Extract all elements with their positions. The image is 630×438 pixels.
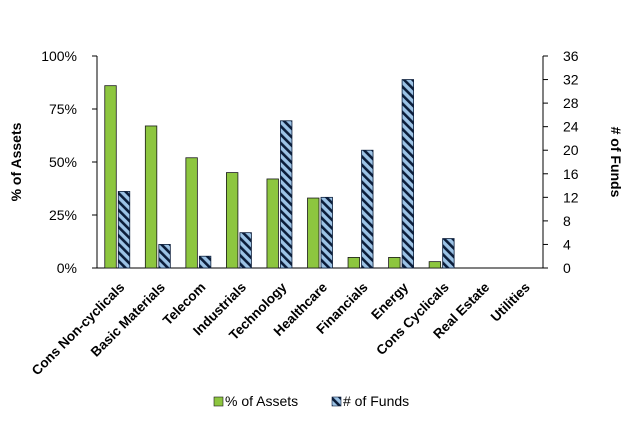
right-tick-label: 12 xyxy=(563,189,579,205)
right-tick-label: 24 xyxy=(563,119,579,135)
bar-assets xyxy=(266,178,279,269)
right-tick-label: 0 xyxy=(563,260,571,276)
right-tick-label: 28 xyxy=(563,95,579,111)
category-label: Cons Cyclicals xyxy=(373,280,452,359)
bar-assets xyxy=(144,125,158,269)
bar-funds xyxy=(117,191,131,269)
bar-assets xyxy=(347,256,360,269)
bar-funds xyxy=(320,196,333,269)
legend: % of Assets # of Funds xyxy=(213,393,409,409)
right-tick-label: 16 xyxy=(563,166,579,182)
bar-funds xyxy=(198,255,212,269)
bar-assets xyxy=(428,261,442,269)
bar-funds xyxy=(442,238,455,269)
bar-assets xyxy=(104,85,117,269)
bar-assets xyxy=(185,157,198,269)
bar-assets xyxy=(226,172,239,269)
left-tick-label: 75% xyxy=(49,101,77,117)
left-tick-label: 50% xyxy=(49,154,77,170)
right-tick-label: 36 xyxy=(563,48,579,64)
bar-assets xyxy=(307,197,320,269)
category-label: Utilities xyxy=(488,280,533,325)
left-tick-label: 0% xyxy=(57,260,77,276)
left-tick-label: 25% xyxy=(49,207,77,223)
left-axis-title: % of Assets xyxy=(8,122,24,201)
bar-funds xyxy=(239,232,252,269)
bar-funds xyxy=(401,79,414,269)
bar-funds xyxy=(280,120,293,269)
axes: 0% 25% 50% 75% 100% 0 4 8 12 16 20 24 28 32 36 % of Ass… xyxy=(8,48,624,276)
left-tick-label: 100% xyxy=(41,48,77,64)
legend-swatch-assets xyxy=(213,396,224,407)
right-tick-label: 4 xyxy=(563,236,571,252)
right-tick-label: 32 xyxy=(563,72,579,88)
right-tick-label: 8 xyxy=(563,213,571,229)
right-tick-label: 20 xyxy=(563,142,579,158)
bars xyxy=(104,79,455,269)
bar-assets xyxy=(388,256,401,269)
category-label: Basic Materials xyxy=(88,280,168,360)
legend-swatch-funds xyxy=(331,396,342,407)
legend-label-assets: % of Assets xyxy=(225,393,298,409)
bar-funds xyxy=(361,149,374,269)
legend-label-funds: # of Funds xyxy=(343,393,409,409)
bar-funds xyxy=(158,244,171,269)
right-axis-title: # of Funds xyxy=(608,127,624,198)
